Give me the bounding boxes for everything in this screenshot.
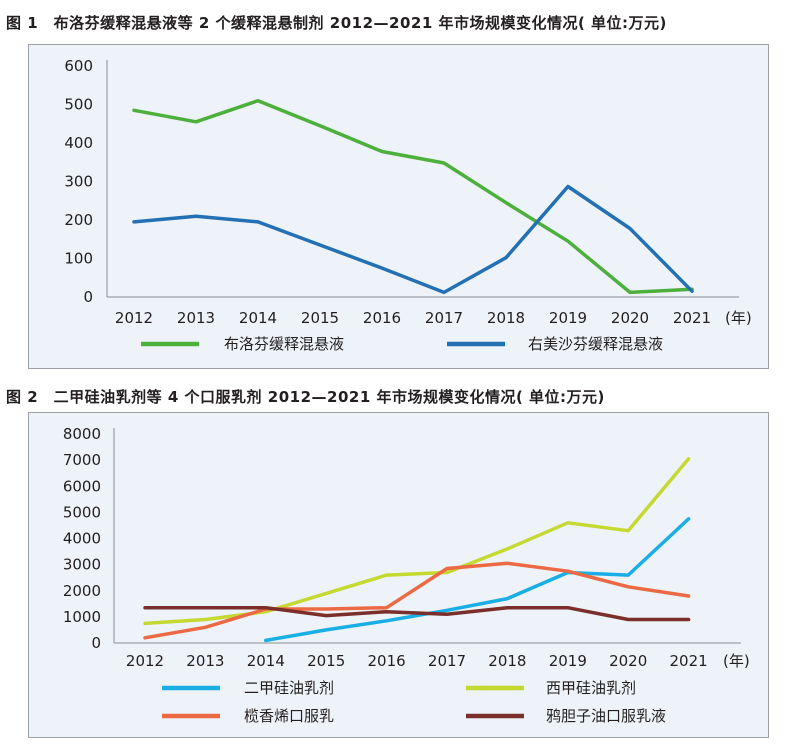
x-axis-unit: (年): [725, 309, 752, 327]
y-tick-label: 1000: [63, 608, 101, 626]
y-tick-label: 500: [64, 96, 93, 114]
y-tick-label: 7000: [63, 451, 101, 469]
legend-label: 西甲硅油乳剂: [546, 679, 636, 697]
x-tick-label: 2018: [487, 309, 525, 327]
series-line-3: [143, 561, 691, 640]
figure-2-title: 图 2 二甲硅油乳剂等 4 个口服乳剂 2012—2021 年市场规模变化情况(…: [6, 388, 605, 406]
y-tick-label: 3000: [63, 556, 101, 574]
x-tick-label: 2013: [186, 652, 224, 670]
y-tick-label: 0: [91, 634, 101, 652]
x-tick-label: 2013: [177, 309, 215, 327]
legend-label: 右美沙芬缓释混悬液: [528, 335, 663, 353]
figure-2-panel: 0 1000 2000 3000 4000 5000 6000 7000 8000 2012 201…: [28, 412, 769, 738]
y-tick-label: 300: [64, 173, 93, 191]
x-tick-label: 2021: [673, 309, 711, 327]
legend-label: 榄香烯口服乳: [244, 707, 334, 725]
y-tick-label: 400: [64, 134, 93, 152]
series-line-4: [143, 605, 691, 622]
x-tick-label: 2014: [239, 309, 277, 327]
x-tick-label: 2012: [115, 309, 153, 327]
x-tick-label: 2015: [301, 309, 339, 327]
y-tick-label: 6000: [63, 477, 101, 495]
x-tick-label: 2020: [609, 652, 647, 670]
x-axis-unit: (年): [723, 652, 750, 670]
x-tick-label: 2014: [247, 652, 285, 670]
x-tick-label: 2015: [307, 652, 345, 670]
y-tick-label: 600: [64, 57, 93, 75]
x-tick-label: 2016: [368, 652, 406, 670]
legend-label: 鸦胆子油口服乳液: [546, 707, 666, 725]
x-tick-label: 2020: [611, 309, 649, 327]
y-tick-label: 5000: [63, 503, 101, 521]
series-line-1: [264, 517, 691, 643]
x-tick-label: 2018: [488, 652, 526, 670]
y-tick-label: 0: [83, 288, 93, 306]
y-tick-label: 100: [64, 250, 93, 268]
x-tick-label: 2019: [549, 309, 587, 327]
x-tick-label: 2017: [428, 652, 466, 670]
y-tick-label: 2000: [63, 582, 101, 600]
y-tick-label: 200: [64, 211, 93, 229]
x-tick-label: 2016: [363, 309, 401, 327]
figure-1-panel: 0 100 200 300 400 500 600 2012 2013 2014 2015 2016 2…: [28, 44, 769, 369]
x-tick-label: 2021: [670, 652, 708, 670]
series-line-1: [132, 98, 694, 295]
figure-1-title: 图 1 布洛芬缓释混悬液等 2 个缓释混悬制剂 2012—2021 年市场规模变…: [6, 14, 667, 32]
x-tick-label: 2017: [425, 309, 463, 327]
figure-2-chart: 0 1000 2000 3000 4000 5000 6000 7000 8000 2012 201…: [63, 425, 750, 725]
legend-label: 布洛芬缓释混悬液: [224, 335, 344, 353]
y-tick-label: 4000: [63, 530, 101, 548]
legend-label: 二甲硅油乳剂: [244, 679, 334, 697]
y-tick-label: 8000: [63, 425, 101, 443]
figure-1-chart: 0 100 200 300 400 500 600 2012 2013 2014 2015 2016 2…: [64, 57, 752, 353]
x-tick-label: 2019: [549, 652, 587, 670]
x-tick-label: 2012: [126, 652, 164, 670]
series-line-2: [143, 457, 691, 626]
series-line-2: [132, 184, 694, 295]
